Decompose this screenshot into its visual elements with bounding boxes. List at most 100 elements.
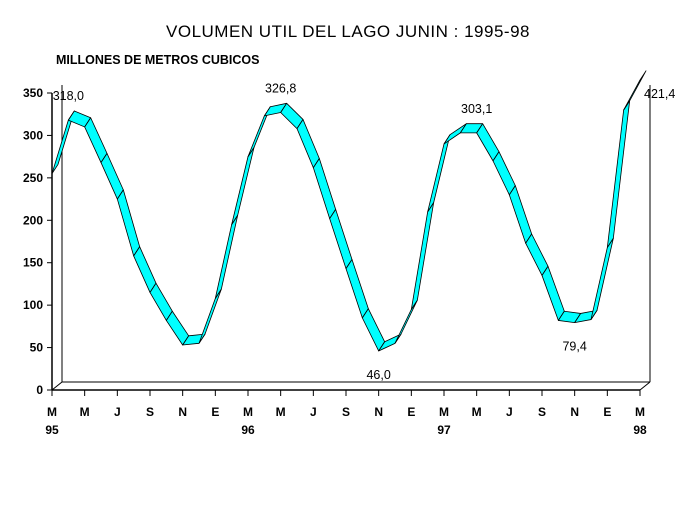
x-tick-label: J [310,405,317,419]
y-tick-label: 100 [23,298,43,312]
ribbon-point [492,151,500,162]
ribbon-segment [476,123,500,162]
floor-right-edge [639,381,651,391]
ribbon-point [427,202,434,212]
x-tick-label: M [243,405,253,419]
ribbon-segment [443,123,467,145]
ribbon-point [166,311,173,321]
y-tick-label: 200 [23,213,43,227]
y-tick-label: 150 [23,256,43,270]
x-tick-label: N [178,405,187,419]
ribbon-point [231,215,238,225]
data-label: 46,0 [366,368,390,382]
ribbon-point [100,153,108,163]
ribbon-point [460,123,467,134]
ribbon-segment [231,147,255,225]
x-tick-label: M [80,405,90,419]
ribbon-point [198,333,206,344]
ribbon-point [590,310,598,320]
x-tick-year-label: 96 [241,423,255,437]
ribbon-segment [410,202,435,310]
ribbon-point [345,259,353,269]
x-tick-label: S [342,405,350,419]
ribbon-point [280,103,287,113]
ribbon-segment [492,151,516,196]
ribbon-segment [329,208,353,270]
ribbon-segment [133,246,157,293]
ribbon-segment [149,282,173,321]
ribbon-point [264,106,271,117]
ribbon-point [525,233,532,244]
ribbon-segment [590,237,614,320]
ribbon-point [313,158,320,168]
chart-title: VOLUMEN UTIL DEL LAGO JUNIN : 1995-98 [166,22,530,41]
ribbon-point [182,335,189,346]
ribbon-point [84,117,91,128]
ribbon-point [607,238,614,248]
ribbon-segment [606,100,631,248]
y-tick-label: 0 [36,383,43,397]
x-tick-year-label: 95 [45,423,59,437]
ribbon-segment [116,189,141,257]
chart-axes: 0 50 100 150 200 250 300 350 M 95 M J S N E M 96 M J S N E M 97… [23,86,647,437]
x-tick-label: J [114,405,121,419]
ribbon-segment [508,185,533,244]
x-tick-label: E [407,405,415,419]
x-tick-label: S [538,405,546,419]
ribbon-point [378,341,385,352]
ribbon-point [68,110,75,121]
ribbon-segment [541,265,565,321]
x-tick-label: J [506,405,513,419]
data-labels: 318,0 326,8 46,0 303,1 79,4 421,4 [53,82,676,382]
x-tick-label: S [146,405,154,419]
ribbon-point [541,266,549,276]
ribbon-segment [214,214,239,299]
x-tick-label: N [374,405,383,419]
ribbon-point [329,209,336,219]
y-tick-label: 50 [30,341,44,355]
ribbon-point [509,185,516,195]
x-tick-label: M [47,405,57,419]
ribbon-point [443,134,451,145]
ribbon-segment [84,117,108,163]
y-tick-label: 250 [23,171,43,185]
ribbon-point [149,283,157,293]
ribbon-point [558,311,565,321]
y-tick-label: 350 [23,86,43,100]
data-label: 303,1 [461,102,492,116]
x-tick-label: N [570,405,579,419]
x-tick-label: M [439,405,449,419]
ribbon-point [133,246,140,257]
ribbon-segment [623,70,647,111]
ribbon-point [215,288,222,299]
x-tick-label: M [635,405,645,419]
x-tick-label: E [211,405,219,419]
x-tick-label: M [472,405,482,419]
ribbon-point [394,333,402,344]
chart-subtitle: MILLONES DE METROS CUBICOS [56,53,260,67]
ribbon-point [247,147,255,157]
ribbon-point [574,313,581,323]
data-label: 421,4 [644,87,675,101]
ribbon-segment [427,134,451,213]
floor-back-edge [51,381,650,391]
ribbon-segment [345,259,369,319]
ribbon-segment [394,299,418,344]
data-label: 318,0 [53,89,84,103]
ribbon-segment [165,310,190,346]
x-tick-year-label: 98 [633,423,647,437]
y-tick-label: 300 [23,128,43,142]
x-tick-label: E [603,405,611,419]
x-tick-label: M [276,405,286,419]
ribbon-point [623,100,630,111]
ribbon-segment [361,308,386,352]
chart-walls [51,85,651,391]
data-label: 79,4 [562,340,586,354]
ribbon-segment [296,119,320,169]
ribbon-point [117,189,124,200]
x-tick-year-label: 97 [437,423,451,437]
ribbon-point [362,308,369,319]
ribbon-point [476,123,483,134]
ribbon-segment [100,152,124,200]
